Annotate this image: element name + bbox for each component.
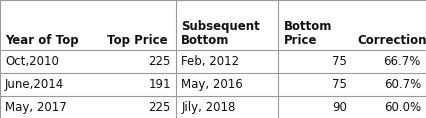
- Text: Year of Top: Year of Top: [5, 34, 79, 47]
- Text: May, 2016: May, 2016: [181, 78, 243, 91]
- Text: Top Price: Top Price: [107, 34, 168, 47]
- Text: Subsequent
Bottom: Subsequent Bottom: [181, 20, 260, 47]
- Text: Jily, 2018: Jily, 2018: [181, 101, 236, 114]
- Text: Correction: Correction: [357, 34, 426, 47]
- Text: 75: 75: [332, 78, 347, 91]
- Text: 60.0%: 60.0%: [384, 101, 421, 114]
- Text: May, 2017: May, 2017: [5, 101, 67, 114]
- Text: 60.7%: 60.7%: [384, 78, 421, 91]
- Text: 225: 225: [149, 101, 171, 114]
- Text: 90: 90: [332, 101, 347, 114]
- Text: 75: 75: [332, 55, 347, 68]
- Text: 66.7%: 66.7%: [383, 55, 421, 68]
- Text: June,2014: June,2014: [5, 78, 64, 91]
- Text: Oct,2010: Oct,2010: [5, 55, 59, 68]
- Text: 191: 191: [149, 78, 171, 91]
- Text: Bottom
Price: Bottom Price: [284, 20, 332, 47]
- Text: 225: 225: [149, 55, 171, 68]
- Text: Feb, 2012: Feb, 2012: [181, 55, 239, 68]
